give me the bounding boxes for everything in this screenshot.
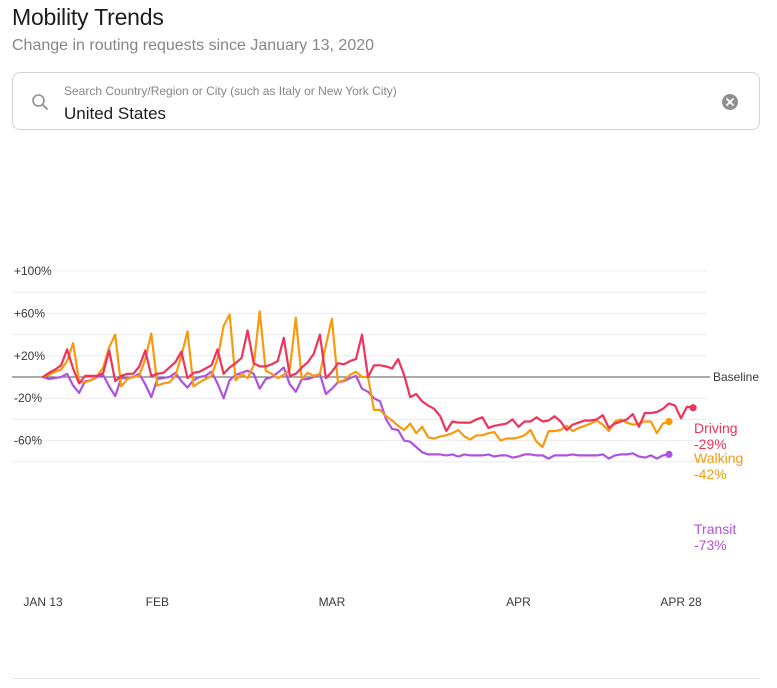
- series-line-walking: [41, 310, 671, 449]
- series-end-point-driving: [689, 404, 697, 412]
- series-line-transit: [41, 366, 671, 460]
- clear-icon[interactable]: [721, 93, 739, 111]
- series-end-point-walking: [665, 417, 673, 426]
- series-label-name: Walking: [694, 450, 743, 466]
- search-box[interactable]: Search Country/Region or City (such as I…: [12, 72, 760, 130]
- y-tick-label: +100%: [14, 264, 52, 278]
- page-title: Mobility Trends: [12, 4, 164, 30]
- y-tick-label: -20%: [14, 391, 42, 405]
- x-tick-label: APR 28: [660, 595, 702, 609]
- footer-divider: [12, 678, 760, 679]
- x-tick-label: MAR: [319, 595, 346, 609]
- page-subtitle: Change in routing requests since January…: [12, 37, 375, 54]
- search-placeholder: Search Country/Region or City (such as I…: [64, 84, 397, 98]
- series-label-value: -42%: [694, 466, 727, 482]
- series-label-value: -73%: [694, 537, 727, 553]
- series-label-name: Driving: [694, 420, 738, 436]
- search-input[interactable]: United States: [64, 104, 167, 123]
- series-end-point-transit: [665, 450, 673, 458]
- search-icon: [32, 94, 48, 110]
- x-tick-label: JAN 13: [23, 595, 63, 609]
- y-tick-label: +20%: [14, 349, 45, 363]
- x-tick-label: FEB: [146, 595, 169, 609]
- baseline-label: Baseline: [713, 370, 759, 384]
- series-label-name: Transit: [694, 521, 736, 537]
- y-tick-label: -60%: [14, 434, 42, 448]
- series-label-value: -29%: [694, 436, 727, 452]
- x-tick-label: APR: [506, 595, 531, 609]
- series-line-driving: [41, 329, 695, 433]
- y-tick-label: +60%: [14, 306, 45, 320]
